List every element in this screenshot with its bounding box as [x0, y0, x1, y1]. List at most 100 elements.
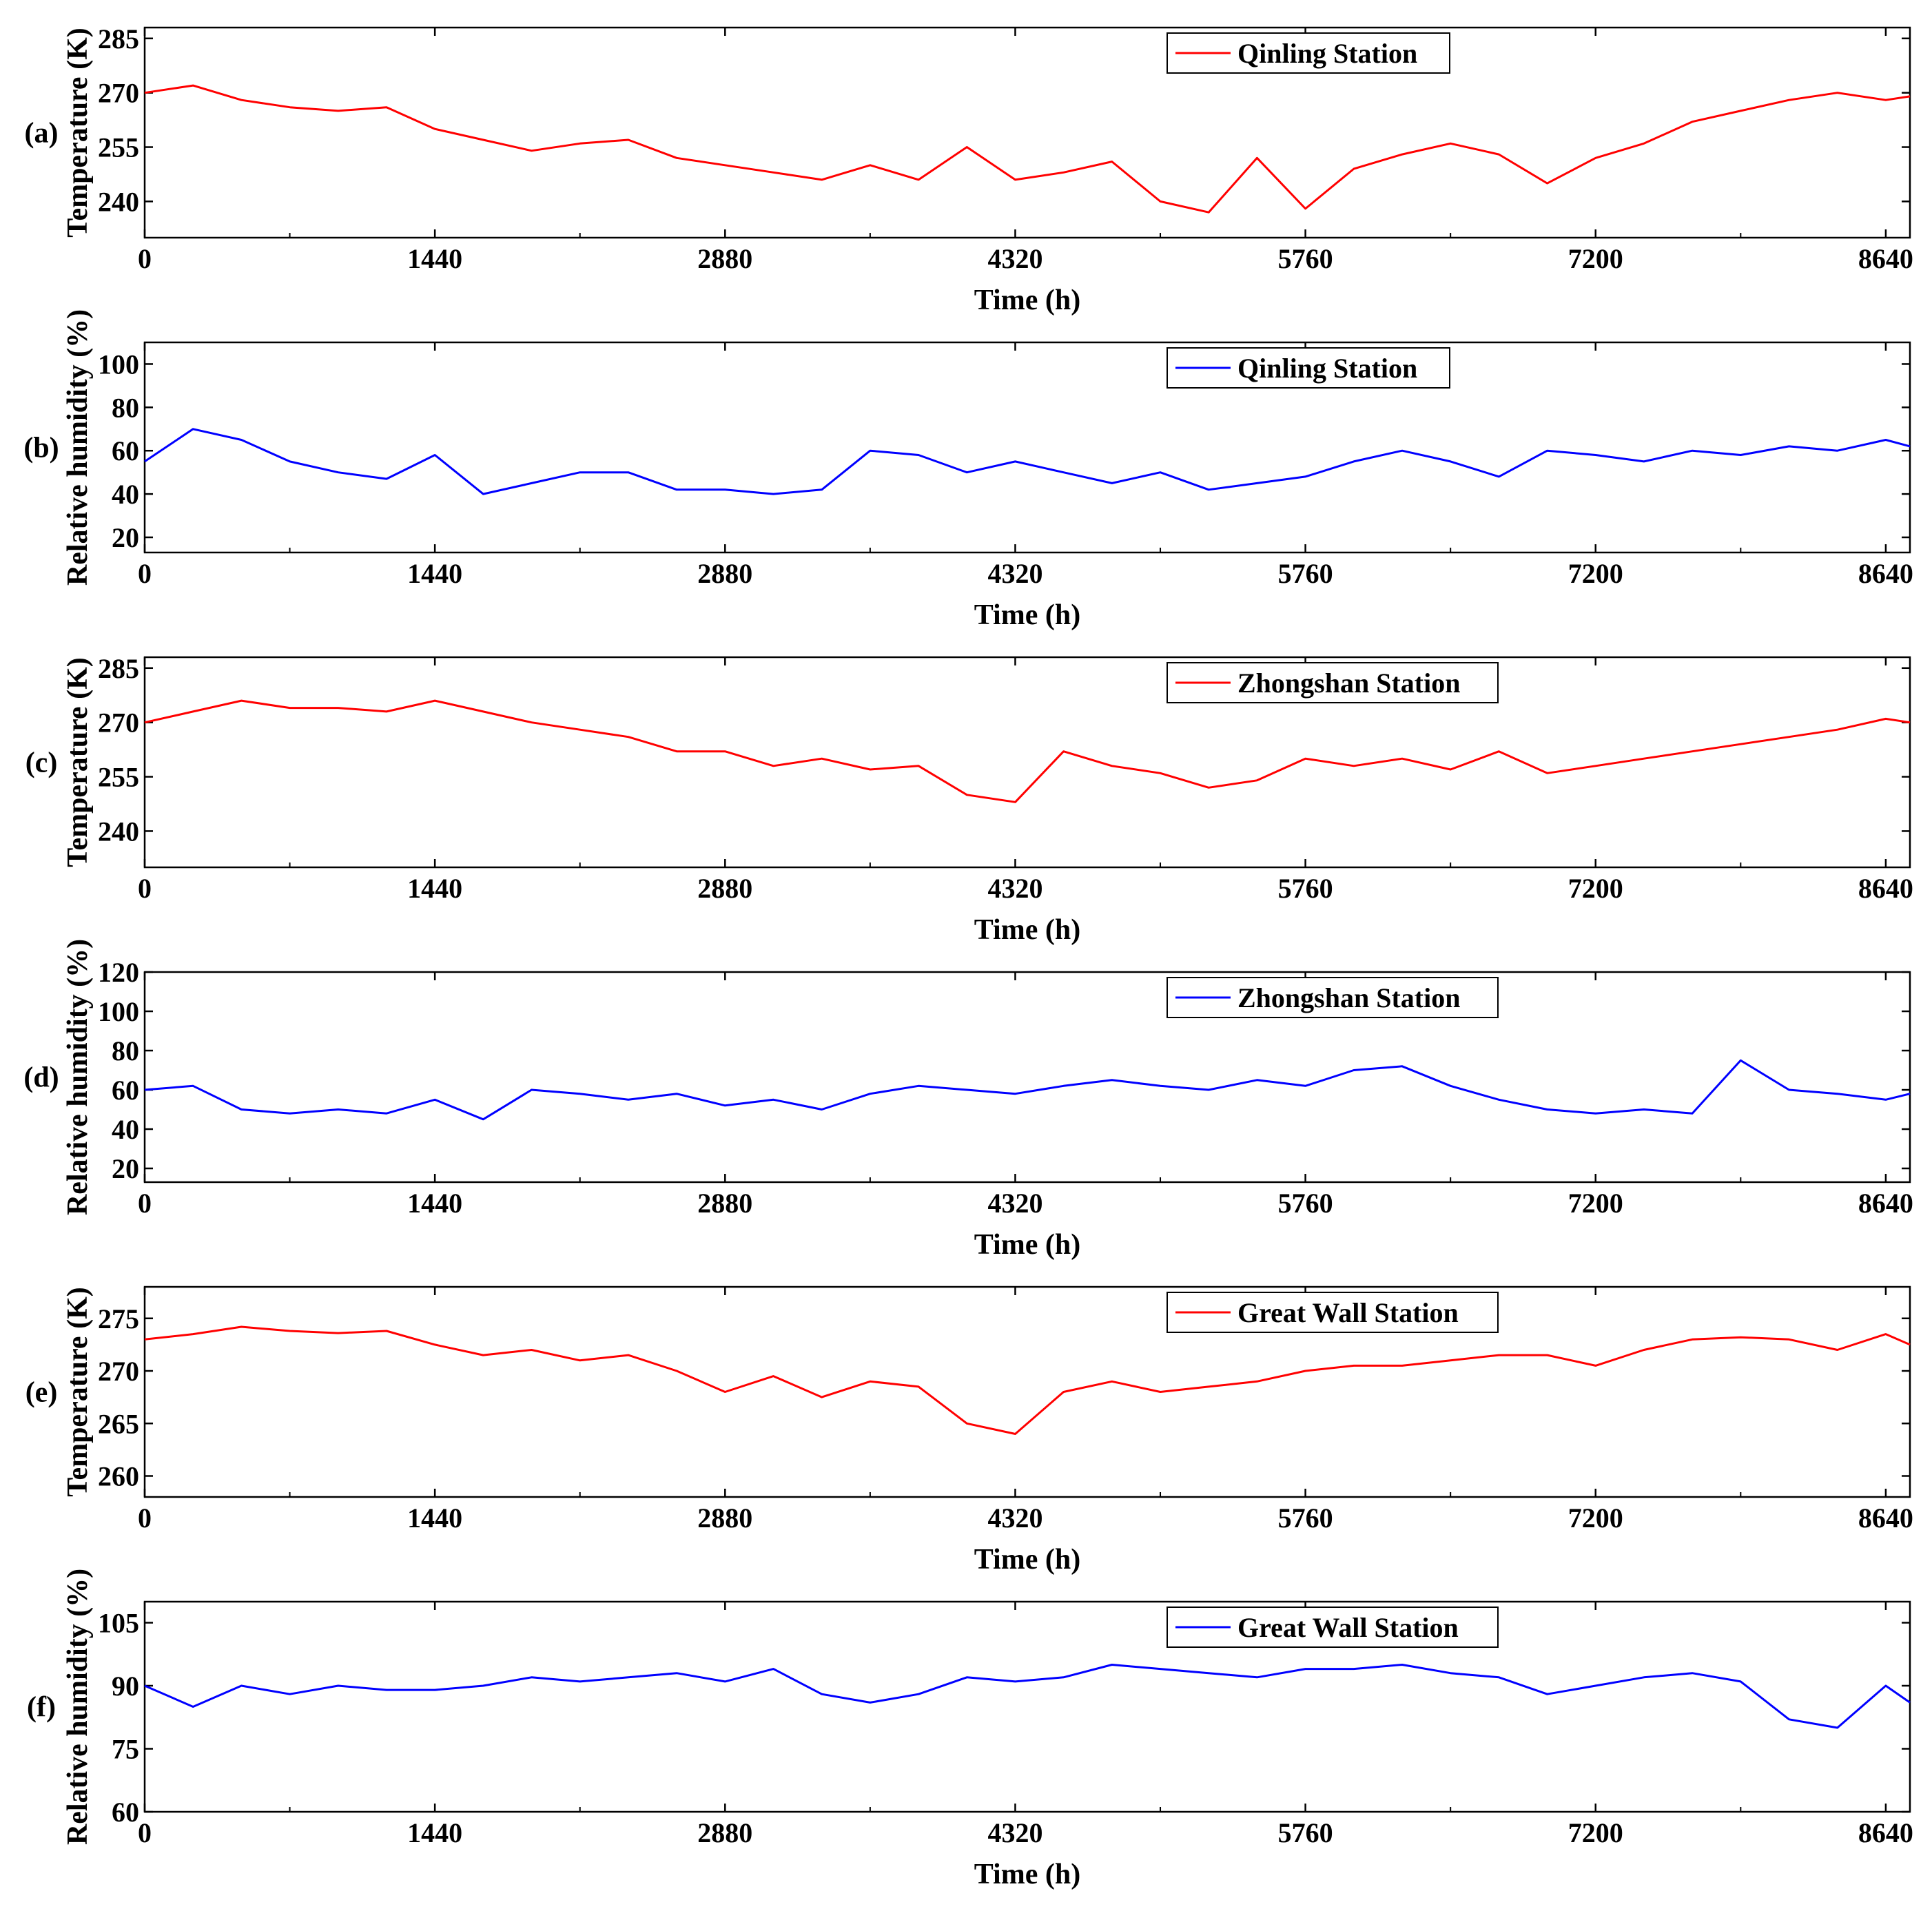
x-axis-title: Time (h) — [974, 599, 1080, 631]
y-tick-label: 40 — [112, 1114, 139, 1145]
panel-label: (d) — [23, 1062, 59, 1094]
x-tick-label: 8640 — [1858, 1817, 1913, 1848]
y-tick-label: 60 — [112, 1075, 139, 1106]
plot-frame — [143, 656, 1911, 869]
x-tick-label: 4320 — [987, 1502, 1042, 1533]
panel-label: (e) — [25, 1377, 58, 1409]
x-tick-label: 4320 — [987, 558, 1042, 589]
x-tick-label: 1440 — [407, 1502, 462, 1533]
plot-frame — [143, 26, 1911, 239]
y-tick-label: 260 — [98, 1461, 139, 1492]
x-tick-label: 0 — [138, 873, 152, 904]
x-tick-label: 0 — [138, 558, 152, 589]
x-tick-label: 4320 — [987, 243, 1042, 274]
plot-frame — [143, 1285, 1911, 1498]
series-line — [144, 699, 1911, 803]
x-tick-label: 1440 — [407, 558, 462, 589]
y-axis-title: Relative humidity (%) — [62, 939, 94, 1215]
y-tick-label: 90 — [112, 1671, 139, 1702]
y-tick-label: 100 — [98, 349, 139, 380]
y-tick-label: 255 — [98, 132, 139, 163]
x-tick-label: 2880 — [697, 558, 752, 589]
y-tick-label: 275 — [98, 1303, 139, 1334]
x-axis-title: Time (h) — [974, 914, 1080, 946]
x-tick-label: 5760 — [1278, 873, 1333, 904]
x-tick-label: 7200 — [1568, 243, 1623, 274]
y-tick-label: 105 — [98, 1608, 139, 1639]
x-tick-label: 7200 — [1568, 558, 1623, 589]
x-tick-label: 4320 — [987, 873, 1042, 904]
y-axis-title: Relative humidity (%) — [62, 309, 94, 586]
y-tick-label: 80 — [112, 392, 139, 423]
x-tick-label: 2880 — [697, 1817, 752, 1848]
legend: Qinling Station — [1167, 347, 1450, 389]
x-tick-label: 2880 — [697, 1188, 752, 1219]
panel-e: 0 1440 2880 4320 5760 7200 8640 260 265 270 275 Tim… — [25, 1285, 1913, 1576]
y-axis-title: Temperature (K) — [62, 1287, 94, 1496]
legend: Zhongshan Station — [1167, 662, 1499, 703]
legend: Qinling Station — [1167, 32, 1450, 74]
series-line — [144, 1325, 1911, 1435]
legend-label: Zhongshan Station — [1237, 668, 1460, 699]
y-tick-label: 270 — [98, 78, 139, 109]
x-tick-label: 8640 — [1858, 558, 1913, 589]
y-axis-title: Relative humidity (%) — [62, 1569, 94, 1845]
y-axis-title: Temperature (K) — [62, 28, 94, 237]
panel-d: 0 1440 2880 4320 5760 7200 8640 20 40 60 80 100 120 T… — [23, 939, 1913, 1261]
x-tick-label: 7200 — [1568, 1502, 1623, 1533]
panel-a: 0 1440 2880 4320 5760 7200 8640 240 255 270 285 Tim… — [25, 23, 1913, 316]
panel-f: 0 1440 2880 4320 5760 7200 8640 60 75 90 105 Time (… — [27, 1569, 1913, 1890]
panel-c: 0 1440 2880 4320 5760 7200 8640 240 255 270 285 Tim… — [25, 653, 1913, 946]
x-tick-label: 8640 — [1858, 1188, 1913, 1219]
x-tick-label: 5760 — [1278, 1188, 1333, 1219]
y-tick-label: 20 — [112, 522, 139, 553]
x-tick-label: 4320 — [987, 1188, 1042, 1219]
plot-frame — [143, 341, 1911, 554]
x-tick-label: 0 — [138, 1817, 152, 1848]
x-tick-label: 2880 — [697, 243, 752, 274]
y-tick-label: 20 — [112, 1153, 139, 1184]
y-tick-label: 80 — [112, 1035, 139, 1066]
legend-label: Qinling Station — [1237, 38, 1417, 69]
panel-label: (c) — [25, 747, 58, 779]
y-tick-label: 120 — [98, 957, 139, 988]
legend: Great Wall Station — [1167, 1607, 1499, 1648]
x-tick-label: 0 — [138, 243, 152, 274]
y-tick-label: 265 — [98, 1408, 139, 1439]
y-tick-label: 285 — [98, 23, 139, 54]
x-tick-label: 5760 — [1278, 1502, 1333, 1533]
x-axis-title: Time (h) — [974, 1544, 1080, 1576]
x-axis-title: Time (h) — [974, 1229, 1080, 1261]
x-tick-label: 2880 — [697, 873, 752, 904]
x-tick-label: 1440 — [407, 1188, 462, 1219]
x-tick-label: 4320 — [987, 1817, 1042, 1848]
y-tick-label: 40 — [112, 479, 139, 510]
panel-b: 0 1440 2880 4320 5760 7200 8640 20 40 60 80 100 Time… — [23, 309, 1913, 631]
y-tick-label: 60 — [112, 435, 139, 466]
series-line — [144, 1664, 1911, 1729]
x-axis-title: Time (h) — [974, 1859, 1080, 1890]
x-tick-label: 8640 — [1858, 1502, 1913, 1533]
x-tick-label: 1440 — [407, 1817, 462, 1848]
x-axis-title: Time (h) — [974, 285, 1080, 316]
x-tick-label: 8640 — [1858, 243, 1913, 274]
plot-frame — [143, 1600, 1911, 1813]
y-tick-label: 270 — [98, 707, 139, 738]
y-tick-label: 240 — [98, 816, 139, 847]
legend-label: Qinling Station — [1237, 353, 1417, 384]
x-tick-label: 1440 — [407, 243, 462, 274]
series-line — [144, 428, 1911, 495]
y-axis-title: Temperature (K) — [62, 657, 94, 867]
y-tick-label: 270 — [98, 1356, 139, 1387]
y-tick-label: 60 — [112, 1797, 139, 1828]
y-tick-label: 75 — [112, 1734, 139, 1765]
x-tick-label: 5760 — [1278, 558, 1333, 589]
legend-label: Great Wall Station — [1237, 1612, 1459, 1643]
x-tick-label: 0 — [138, 1502, 152, 1533]
y-tick-label: 255 — [98, 762, 139, 793]
plot-frame — [143, 971, 1911, 1184]
legend-label: Zhongshan Station — [1237, 982, 1460, 1013]
x-tick-label: 2880 — [697, 1502, 752, 1533]
legend: Great Wall Station — [1167, 1292, 1499, 1333]
